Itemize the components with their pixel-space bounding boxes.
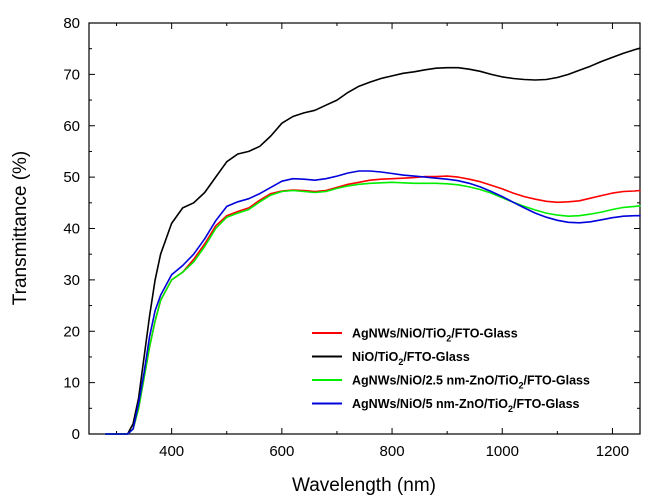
y-tick-label: 60 [63,118,80,135]
series-line-4 [104,170,641,435]
series-line-3 [104,181,641,435]
legend-label: AgNWs/NiO/2.5 nm-ZnO/TiO2/FTO-Glass [352,374,590,391]
y-tick-label: 50 [63,169,80,186]
series-line-2 [104,47,641,435]
x-tick-label: 800 [380,443,405,460]
x-tick-label: 400 [159,443,184,460]
y-tick-label: 70 [63,66,80,83]
x-axis-title: Wavelength (nm) [292,475,436,496]
x-tick-label: 600 [269,443,294,460]
x-tick-label: 1200 [596,443,629,460]
axis-tick-labels: 400 600 800 1000 1200 0 10 20 30 40 50 60 70 80 [63,15,629,460]
y-tick-label: 30 [63,272,80,289]
axis-ticks [89,22,640,435]
legend-label: AgNWs/NiO/TiO2/FTO-Glass [352,327,518,344]
legend-label: NiO/TiO2/FTO-Glass [352,350,470,367]
y-tick-label: 0 [72,426,80,443]
plot-area [104,47,641,435]
legend: AgNWs/NiO/TiO2/FTO-Glass NiO/TiO2/FTO-Gla… [312,327,590,414]
y-tick-label: 20 [63,323,80,340]
legend-label: AgNWs/NiO/5 nm-ZnO/TiO2/FTO-Glass [352,397,580,414]
y-tick-label: 10 [63,375,80,392]
y-tick-label: 40 [63,221,80,238]
y-tick-label: 80 [63,15,80,32]
x-tick-label: 1000 [486,443,519,460]
y-axis-title: Transmittance (%) [10,151,31,306]
